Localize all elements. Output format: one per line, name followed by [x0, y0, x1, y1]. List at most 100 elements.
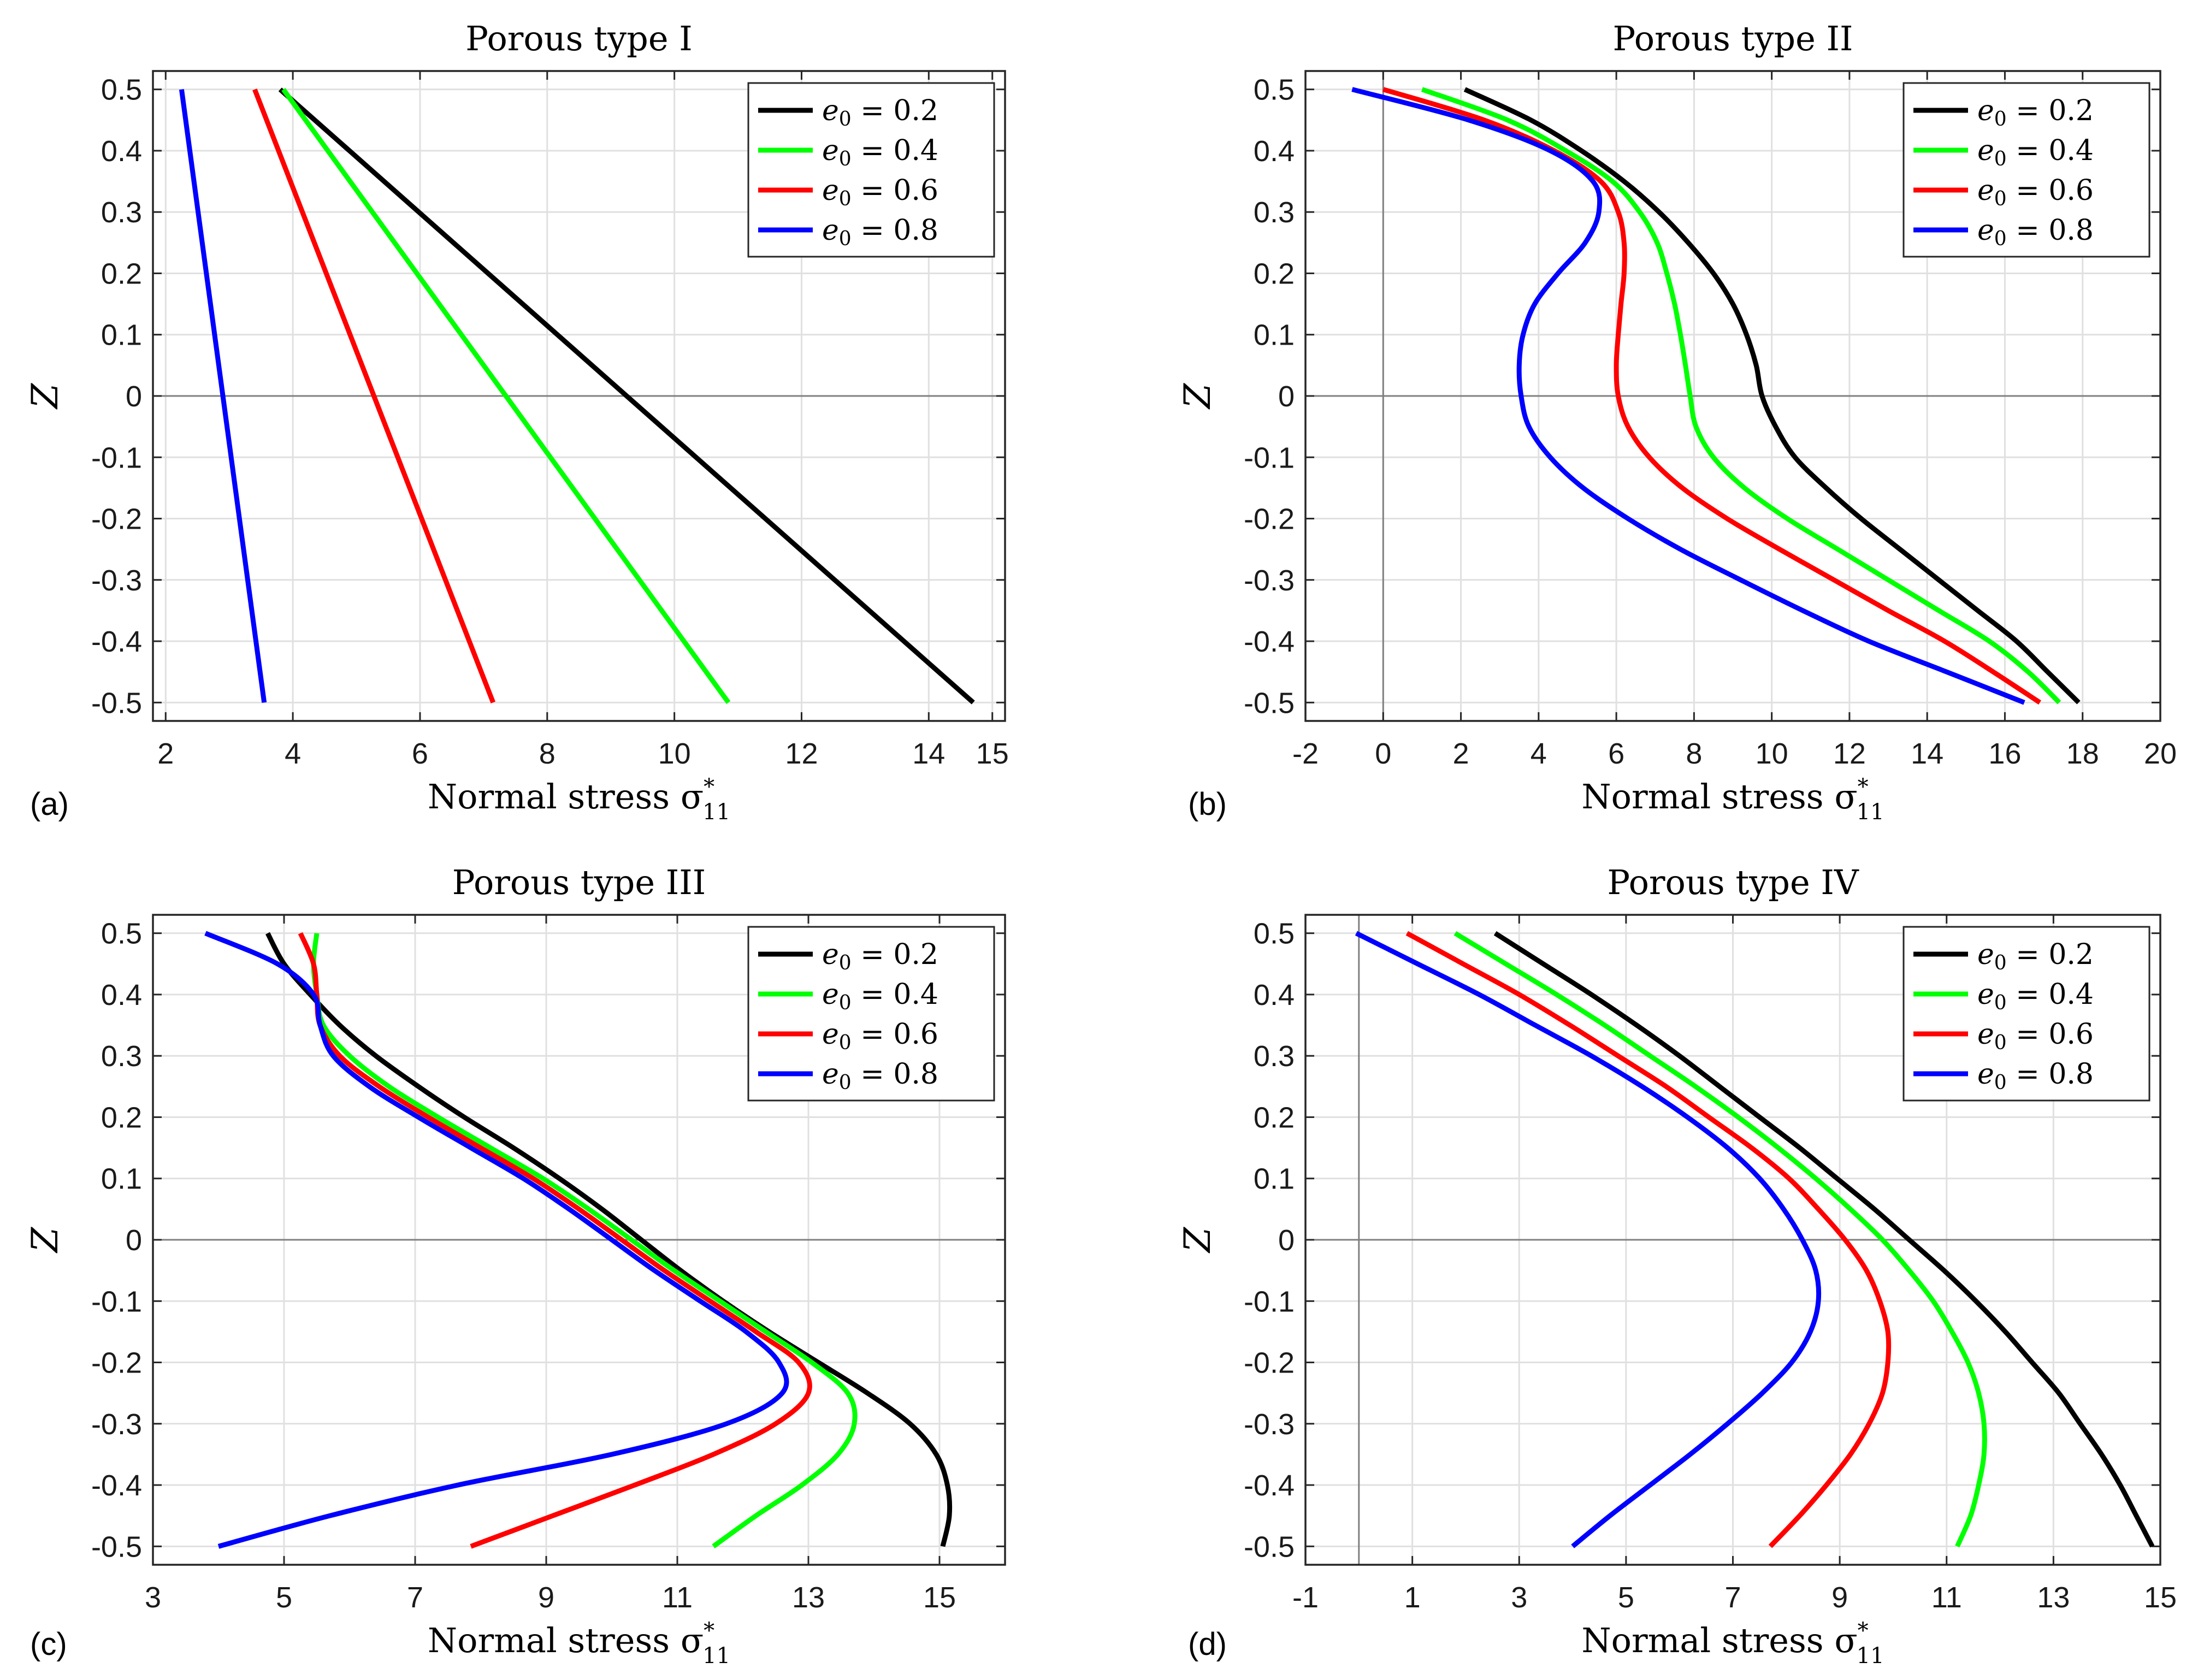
panel-b: -2 0 2 4 6 8 10 12 14 16 18 20 0.5 0.4 0.3 0.2 0.1 0 -0.1 -… — [1177, 19, 2177, 825]
x-tick-label: 20 — [2144, 737, 2177, 770]
x-tick-label: 9 — [538, 1581, 554, 1614]
y-tick-label: -0.2 — [1244, 1347, 1295, 1380]
y-tick-label: 0.1 — [1254, 319, 1295, 352]
x-tick-label: 12 — [785, 737, 818, 770]
legend-entry: e0 = 0.4 — [1977, 978, 2094, 1014]
y-tick-label: -0.3 — [1244, 564, 1295, 597]
series-line-e0-0.6 — [1405, 931, 1892, 1548]
y-tick-label: 0.4 — [1254, 135, 1295, 168]
x-tick-label: 5 — [276, 1581, 292, 1614]
x-tick-label: 9 — [1831, 1581, 1848, 1614]
y-tick-label: 0 — [126, 1224, 142, 1257]
series-group — [1355, 931, 2155, 1548]
x-tick-label: 8 — [1686, 737, 1702, 770]
legend-entry: e0 = 0.6 — [1977, 1018, 2094, 1054]
legend-entry: e0 = 0.2 — [1977, 938, 2094, 974]
legend: e0 = 0.2e0 = 0.4e0 = 0.6e0 = 0.8 — [747, 926, 995, 1102]
x-tick-label: 7 — [1724, 1581, 1741, 1614]
series-line-e0-0.6 — [298, 932, 812, 1549]
chart-title: Porous type II — [1613, 19, 1853, 58]
x-tick-label: 6 — [412, 737, 428, 770]
x-tick-label: 16 — [1988, 737, 2021, 770]
y-tick-label: 0.2 — [1254, 257, 1295, 290]
series-line-e0-0.4 — [281, 88, 731, 704]
y-tick-label: 0.3 — [1254, 1040, 1295, 1073]
ticks: 3 5 7 9 11 13 15 0.5 0.4 0.3 0.2 0.1 0 -0.1 -0.2 -0.3 -0… — [91, 915, 1005, 1614]
legend-entry: e0 = 0.2 — [1977, 94, 2094, 131]
series-line-e0-0.8 — [1355, 931, 1822, 1548]
y-tick-label: 0.5 — [1254, 918, 1295, 950]
y-axis-label: Z — [1177, 1227, 1219, 1253]
panel-c: 3 5 7 9 11 13 15 0.5 0.4 0.3 0.2 0.1 0 -0.1 -0.2 -0.3 -0… — [24, 862, 1006, 1669]
panel-a: 2 4 6 8 10 12 14 15 0.5 0.4 0.3 0.2 0.1 0 -0.1 -0.2 -0.3… — [24, 19, 1009, 825]
series-line-e0-0.2 — [265, 932, 953, 1547]
x-tick-label: 2 — [1453, 737, 1469, 770]
y-tick-label: 0.3 — [1254, 196, 1295, 229]
axes-frame — [152, 914, 1006, 1566]
y-tick-label: -0.1 — [91, 441, 142, 474]
x-tick-label: 14 — [1911, 737, 1943, 770]
axes-frame — [1304, 914, 2161, 1566]
y-tick-label: 0.5 — [101, 74, 142, 107]
x-tick-label: 2 — [157, 737, 174, 770]
y-tick-label: 0.4 — [101, 979, 142, 1011]
x-tick-label: 6 — [1608, 737, 1624, 770]
y-tick-label: -0.5 — [91, 1530, 142, 1563]
y-tick-label: 0.5 — [1254, 74, 1295, 107]
series-group — [1351, 87, 2081, 705]
series-line-e0-0.6 — [252, 88, 495, 703]
x-tick-label: 12 — [1833, 737, 1866, 770]
x-tick-label: 13 — [2037, 1581, 2070, 1614]
legend-entry: e0 = 0.2 — [822, 94, 938, 131]
x-tick-label: 14 — [912, 737, 945, 770]
x-tick-label: 0 — [1375, 737, 1391, 770]
series-line-e0-0.4 — [1453, 931, 1987, 1548]
y-tick-label: -0.4 — [1244, 1469, 1295, 1502]
y-tick-label: 0.1 — [1254, 1163, 1295, 1196]
x-tick-label: 15 — [976, 737, 1009, 770]
x-tick-label: 4 — [285, 737, 301, 770]
y-tick-label: 0.3 — [101, 196, 142, 229]
x-tick-label: 15 — [923, 1581, 956, 1614]
panel-label: (a) — [30, 786, 69, 822]
legend-entry: e0 = 0.8 — [1977, 214, 2094, 250]
legend-entry: e0 = 0.4 — [822, 134, 938, 170]
y-tick-label: -0.5 — [1244, 1530, 1295, 1563]
ticks: -1 1 3 5 7 9 11 13 150.50.40.30.20.10-0.1-0.2-0.… — [1244, 915, 2177, 1614]
chart-title: Porous type IV — [1607, 862, 1859, 902]
y-tick-label: -0.1 — [91, 1285, 142, 1318]
y-tick-label: -0.4 — [91, 625, 142, 658]
legend: e0 = 0.2e0 = 0.4e0 = 0.6e0 = 0.8 — [1902, 82, 2150, 258]
y-tick-label: 0.2 — [101, 1101, 142, 1134]
panel-label: (b) — [1188, 786, 1227, 822]
legend: e0 = 0.2e0 = 0.4e0 = 0.6e0 = 0.8 — [747, 82, 995, 258]
axes-frame — [152, 70, 1006, 722]
legend-entry: e0 = 0.4 — [822, 978, 938, 1014]
y-tick-label: 0.2 — [1254, 1101, 1295, 1134]
panel-label: (c) — [30, 1626, 67, 1662]
y-tick-label: 0 — [1278, 380, 1295, 413]
x-axis-label: Normal stress σ* 11 — [428, 1618, 730, 1669]
x-tick-label: 13 — [792, 1581, 825, 1614]
x-tick-label: 11 — [1931, 1581, 1962, 1614]
legend-entry: e0 = 0.8 — [822, 1058, 938, 1094]
x-tick-label: 11 — [662, 1581, 693, 1614]
y-tick-label: -0.3 — [91, 1408, 142, 1441]
x-tick-label: -1 — [1292, 1581, 1319, 1614]
y-tick-label: -0.2 — [91, 1347, 142, 1380]
chart-title: Porous type I — [465, 19, 692, 58]
x-tick-label: 7 — [407, 1581, 423, 1614]
y-axis-label: Z — [24, 1227, 66, 1253]
legend-entry: e0 = 0.6 — [822, 1018, 938, 1054]
y-tick-label: 0.2 — [101, 257, 142, 290]
y-tick-label: -0.1 — [1244, 1285, 1295, 1318]
series-group — [179, 87, 975, 705]
series-line-e0-0.4 — [1421, 87, 2061, 705]
panel-label: (d) — [1188, 1626, 1227, 1662]
x-axis-label: Normal stress σ* 11 — [428, 774, 730, 825]
x-tick-label: 10 — [1756, 737, 1788, 770]
y-axis-label: Z — [24, 383, 66, 410]
legend-entry: e0 = 0.8 — [1977, 1058, 2094, 1094]
y-tick-label: 0 — [1278, 1224, 1295, 1257]
